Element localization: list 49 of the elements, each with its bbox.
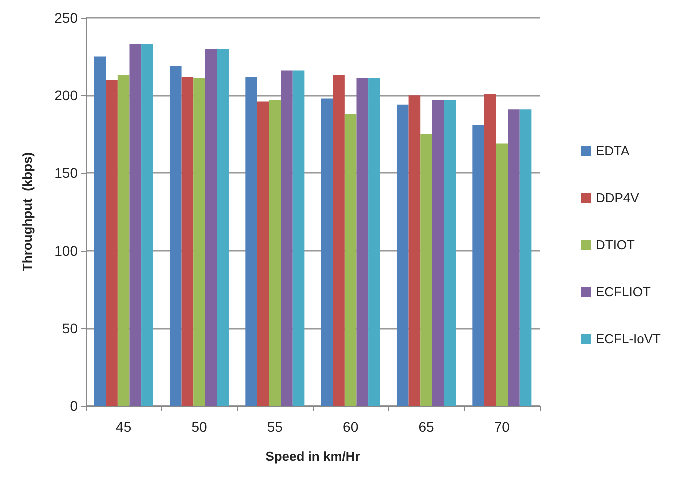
bar xyxy=(269,100,282,406)
bar xyxy=(420,134,432,406)
bar xyxy=(257,102,270,406)
legend-label: ECFLIOT xyxy=(596,284,651,300)
bar xyxy=(94,56,106,406)
bar xyxy=(205,49,218,406)
bar xyxy=(118,75,130,406)
bar xyxy=(508,110,520,406)
bar xyxy=(356,78,369,406)
bar xyxy=(194,78,206,406)
bar xyxy=(344,114,357,406)
y-axis-title: Throughput (kbps) xyxy=(20,152,35,272)
y-tick-label: 100 xyxy=(54,242,78,259)
bar xyxy=(321,98,334,406)
y-tick-label: 0 xyxy=(70,398,78,414)
bar xyxy=(170,66,182,406)
x-tick-label: 70 xyxy=(494,419,510,435)
bar xyxy=(408,96,421,406)
bar xyxy=(432,100,444,406)
x-tick-label: 60 xyxy=(343,419,359,435)
bar xyxy=(246,76,258,406)
y-tick-label: 200 xyxy=(54,88,78,104)
bar xyxy=(472,125,484,406)
x-tick-label: 55 xyxy=(267,419,284,435)
y-tick-label: 150 xyxy=(54,165,78,182)
bar xyxy=(292,70,305,406)
bar xyxy=(520,110,532,406)
x-tick-label: 45 xyxy=(116,419,132,435)
bar xyxy=(106,80,118,406)
bar xyxy=(217,49,230,406)
y-tick-label: 50 xyxy=(62,320,78,336)
legend-label: DTIOT xyxy=(596,238,636,252)
x-axis-title: Speed in km/Hr xyxy=(266,449,360,464)
bar xyxy=(333,75,345,406)
bar xyxy=(444,100,456,406)
y-tick-label: 250 xyxy=(54,10,78,26)
legend-label: EDTA xyxy=(596,144,630,158)
legend-label: ECFL-IoVT xyxy=(596,332,662,346)
bar xyxy=(396,104,409,406)
bar xyxy=(142,44,154,406)
bar xyxy=(182,76,194,406)
legend-label: DDP4V xyxy=(596,190,640,206)
bar xyxy=(281,70,293,406)
x-tick-label: 50 xyxy=(192,419,208,435)
bar xyxy=(484,94,496,406)
x-tick-label: 65 xyxy=(418,419,434,435)
bar xyxy=(368,78,380,406)
bar xyxy=(496,144,508,406)
bar xyxy=(130,44,142,406)
